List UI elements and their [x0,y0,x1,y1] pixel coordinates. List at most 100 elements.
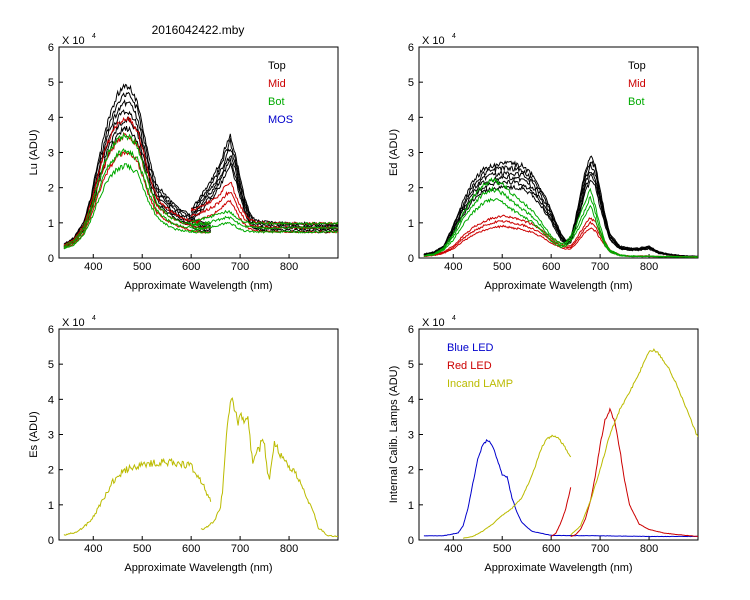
y-tick-label: 5 [48,77,54,89]
x-tick-label: 600 [542,543,560,555]
legend-bot: Bot [268,96,285,108]
series-line-mid [190,181,338,226]
legend-top: Top [628,60,646,72]
y-tick-label: 6 [48,324,54,336]
x-tick-label: 800 [640,543,658,555]
x-tick-label: 400 [84,543,102,555]
y-tick-label: 5 [408,77,414,89]
series-line-top [423,155,698,258]
series-line-incand-lamp [462,434,572,539]
series-line-top [63,83,211,244]
x-tick-label: 700 [591,261,609,273]
figure-title: 2016042422.mby [152,23,245,37]
y-scale-exponent-power: 4 [452,315,456,322]
x-tick-label: 500 [493,261,511,273]
y-axis-label: Lu (ADU) [28,130,40,176]
series-line-red-led [550,487,572,537]
y-tick-label: 5 [48,359,54,371]
x-axis-label: Approximate Wavelength (nm) [484,562,632,574]
x-tick-label: 500 [133,261,151,273]
y-axis-label: Internal Calib. Lamps (ADU) [388,366,400,504]
series-line-bot [63,163,211,250]
legend-mid: Mid [628,78,646,90]
y-tick-label: 6 [408,42,414,54]
y-tick-label: 1 [48,218,54,230]
x-tick-label: 800 [640,261,658,273]
x-axis-label: Approximate Wavelength (nm) [124,562,272,574]
y-tick-label: 6 [48,42,54,54]
x-tick-label: 500 [133,543,151,555]
series-line-bot [190,215,338,230]
y-tick-label: 4 [408,394,414,406]
chart-es: 400 500 600 700 800 0 1 2 3 4 5 6 X 10 4 Approximate W… [28,315,339,574]
series-line-bot [63,148,211,249]
legend-bot: Bot [628,96,645,108]
y-tick-label: 3 [408,430,414,442]
x-tick-label: 700 [231,543,249,555]
series-line-red-led [570,407,698,538]
y-scale-exponent-power: 4 [452,33,456,40]
legend-blue-led: Blue LED [447,342,494,354]
y-tick-label: 4 [48,112,54,124]
series-group [423,348,698,539]
plot-frame [58,328,339,541]
chart-lu: 400 500 600 700 800 0 1 2 3 4 5 6 X 10 4 Approximate W… [28,33,339,292]
y-tick-label: 3 [48,148,54,160]
series-line-bot [423,177,698,258]
x-tick-label: 600 [182,543,200,555]
legend-incand-lamp: Incand LAMP [447,378,513,390]
series-line-bot [190,209,338,226]
series-line-bot [63,132,212,247]
series-line-top [63,125,212,248]
y-scale-exponent: X 10 [422,35,445,47]
series-line-es [63,457,212,536]
legend-top: Top [268,60,286,72]
series-line-bot [190,221,338,234]
y-tick-label: 0 [48,535,54,547]
y-tick-label: 4 [408,112,414,124]
x-tick-label: 800 [280,261,298,273]
series-line-top [190,157,338,232]
y-axis-label: Ed (ADU) [388,129,400,176]
y-tick-label: 3 [48,430,54,442]
y-axis-label: Es (ADU) [28,411,40,457]
x-tick-label: 500 [493,543,511,555]
y-tick-label: 6 [408,324,414,336]
legend-red-led: Red LED [447,360,492,372]
legend-mid: Mid [268,78,286,90]
x-tick-label: 400 [84,261,102,273]
y-tick-label: 2 [48,183,54,195]
y-tick-label: 2 [408,465,414,477]
x-axis-label: Approximate Wavelength (nm) [124,280,272,292]
chart-calib: 400 500 600 700 800 0 1 2 3 4 5 6 X 10 4 Approximate W… [388,315,699,574]
y-scale-exponent: X 10 [62,35,85,47]
y-tick-label: 4 [48,394,54,406]
x-tick-label: 400 [444,543,462,555]
series-line-top [190,137,338,228]
x-tick-label: 700 [591,543,609,555]
x-tick-label: 400 [444,261,462,273]
legend-mos: MOS [268,114,293,126]
series-group [63,83,338,250]
y-tick-label: 3 [408,148,414,160]
y-tick-label: 1 [48,500,54,512]
x-tick-label: 700 [231,261,249,273]
series-line-es [200,397,338,538]
x-tick-label: 800 [280,543,298,555]
y-tick-label: 0 [408,253,414,265]
y-tick-label: 2 [48,465,54,477]
series-group [63,397,338,538]
y-tick-label: 1 [408,500,414,512]
series-group [423,155,698,258]
x-tick-label: 600 [542,261,560,273]
y-scale-exponent: X 10 [62,317,85,329]
y-tick-label: 0 [48,253,54,265]
y-tick-label: 1 [408,218,414,230]
chart-ed: 400 500 600 700 800 0 1 2 3 4 5 6 X 10 4 Approximate W… [388,33,699,292]
x-axis-label: Approximate Wavelength (nm) [484,280,632,292]
x-tick-label: 600 [182,261,200,273]
y-scale-exponent: X 10 [422,317,445,329]
y-scale-exponent-power: 4 [92,315,96,322]
